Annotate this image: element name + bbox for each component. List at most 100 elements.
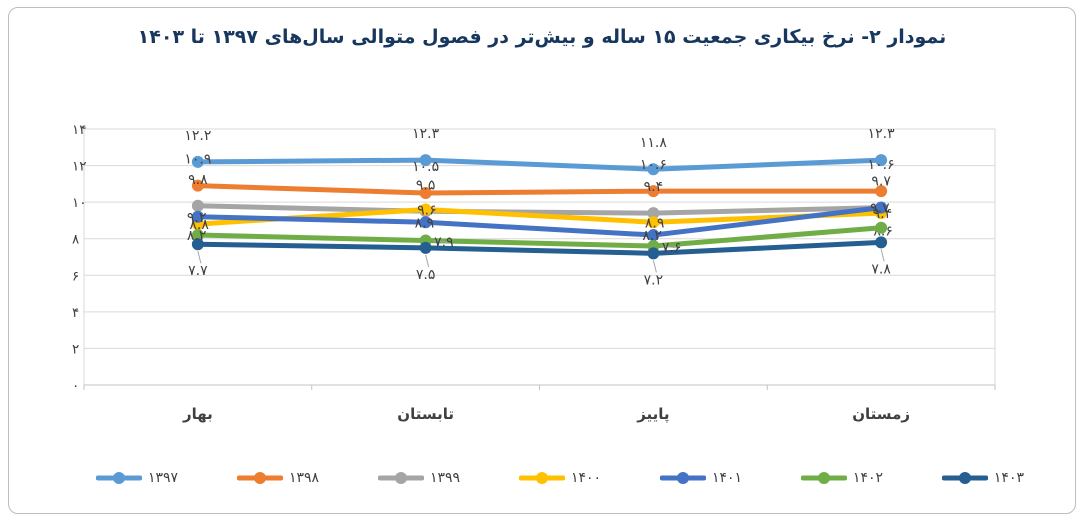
y-tick-label: ۱۴ <box>72 122 87 138</box>
legend-dot <box>958 472 971 484</box>
x-category-label: پاییز <box>636 405 669 424</box>
chart-legend: ۱۳۹۷ ۱۳۹۸ ۱۳۹۹ ۱۴۰۰ ۱۴۰۱ ۱۴۰۲ ۱۴۰۳ <box>96 468 1024 488</box>
legend-line-marker-icon <box>941 472 988 484</box>
label-leader <box>661 245 679 249</box>
series-marker-1 <box>191 179 204 192</box>
series-line-6 <box>195 239 884 256</box>
data-label: ۷.۷ <box>188 263 208 279</box>
legend-dot <box>113 472 125 484</box>
data-label: ۸.۹ <box>415 215 435 231</box>
chart-title: نمودار ۲- نرخ بیکاری جمعیت ۱۵ ساله و بیش… <box>137 26 947 48</box>
legend-label: ۱۳۹۸ <box>288 470 320 486</box>
data-label: ۸.۸ <box>189 217 209 233</box>
legend-dot <box>817 472 830 484</box>
series-marker-1 <box>419 187 432 199</box>
legend-item-3: ۱۴۰۰ <box>518 470 602 486</box>
y-tick-label: ۴ <box>72 305 79 321</box>
series-marker-0 <box>647 163 660 176</box>
legend-dot <box>535 472 548 484</box>
x-category-label: زمستان <box>852 405 910 423</box>
series-marker-4 <box>647 229 660 242</box>
legend-label: ۱۴۰۰ <box>570 470 602 486</box>
series-marker-5 <box>875 221 888 234</box>
legend-label: ۱۴۰۱ <box>711 470 743 486</box>
data-label: ۸.۲ <box>642 228 662 244</box>
y-tick-label: ۱۲ <box>72 159 87 175</box>
data-label: ۸.۹ <box>645 215 665 231</box>
legend-line-marker-icon <box>800 472 847 484</box>
legend-label: ۱۳۹۹ <box>429 470 461 486</box>
label-leader <box>652 260 657 273</box>
data-label: ۱۲.۳ <box>412 126 439 142</box>
data-label: ۹.۸ <box>188 172 208 188</box>
legend-line-marker-icon <box>236 472 283 484</box>
y-tick-label: ۰ <box>72 378 79 394</box>
data-label: ۹.۲ <box>187 210 207 226</box>
legend-label: ۱۳۹۷ <box>148 470 179 486</box>
series-marker-2 <box>647 207 660 220</box>
data-label: ۸.۲ <box>187 228 207 244</box>
series-marker-5 <box>191 229 204 242</box>
data-label: ۹.۵ <box>416 177 436 193</box>
y-tick-label: ۱۰ <box>72 195 87 211</box>
legend-dot <box>676 472 689 484</box>
data-label: ۷.۵ <box>416 267 436 283</box>
series-marker-6 <box>191 238 204 251</box>
legend-item-4: ۱۴۰۱ <box>659 470 743 486</box>
series-line-1 <box>195 183 884 196</box>
data-label: ۱۰.۶ <box>868 157 895 173</box>
series-marker-0 <box>419 154 432 167</box>
data-label: ۱۲.۳ <box>868 126 895 142</box>
legend-item-0: ۱۳۹۷ <box>96 470 178 486</box>
x-category-label: بهار <box>182 405 213 423</box>
data-label: ۱۱.۸ <box>640 135 667 151</box>
data-label: ۹.۷ <box>870 201 890 217</box>
legend-item-6: ۱۴۰۳ <box>941 470 1024 486</box>
legend-line-marker-icon <box>96 472 142 484</box>
legend-label: ۱۴۰۳ <box>993 470 1024 486</box>
series-marker-0 <box>191 155 204 168</box>
series-marker-3 <box>419 203 432 216</box>
legend-dot <box>253 472 266 484</box>
series-line-0 <box>195 157 884 172</box>
label-leader <box>197 251 202 264</box>
series-marker-1 <box>875 185 888 198</box>
data-label: ۹.۴ <box>873 206 893 222</box>
data-label: ۷.۹ <box>434 235 454 251</box>
legend-item-1: ۱۳۹۸ <box>236 470 320 486</box>
series-marker-6 <box>647 247 660 260</box>
legend-line-marker-icon <box>659 472 706 484</box>
legend-line-marker-icon <box>518 472 565 484</box>
data-label: ۱۲.۲ <box>184 128 211 144</box>
series-marker-2 <box>191 199 204 212</box>
series-marker-3 <box>647 216 660 229</box>
data-label: ۹.۶ <box>417 202 437 218</box>
legend-item-5: ۱۴۰۲ <box>800 470 883 486</box>
series-marker-4 <box>191 210 204 223</box>
y-tick-label: ۸ <box>72 232 79 248</box>
data-label: ۱۰.۵ <box>412 159 439 175</box>
data-label: ۷.۶ <box>662 240 682 256</box>
series-marker-0 <box>875 154 888 167</box>
y-tick-label: ۲ <box>72 341 79 357</box>
data-label: ۷.۲ <box>644 272 664 288</box>
series-line-4 <box>195 205 884 238</box>
label-leader <box>425 254 430 267</box>
label-leader <box>880 249 885 262</box>
series-line-2 <box>195 203 884 216</box>
legend-label: ۱۴۰۲ <box>852 470 883 486</box>
series-marker-6 <box>419 241 432 254</box>
legend-item-2: ۱۳۹۹ <box>377 470 461 486</box>
series-marker-4 <box>419 216 432 229</box>
y-tick-label: ۶ <box>72 268 79 284</box>
legend-dot <box>394 472 407 484</box>
data-label: ۹.۴ <box>644 179 664 195</box>
label-leader <box>433 240 451 244</box>
series-marker-1 <box>647 185 660 198</box>
data-label: ۷.۸ <box>871 261 891 277</box>
series-marker-4 <box>875 201 888 214</box>
series-marker-6 <box>875 236 888 249</box>
legend-line-marker-icon <box>377 472 424 484</box>
